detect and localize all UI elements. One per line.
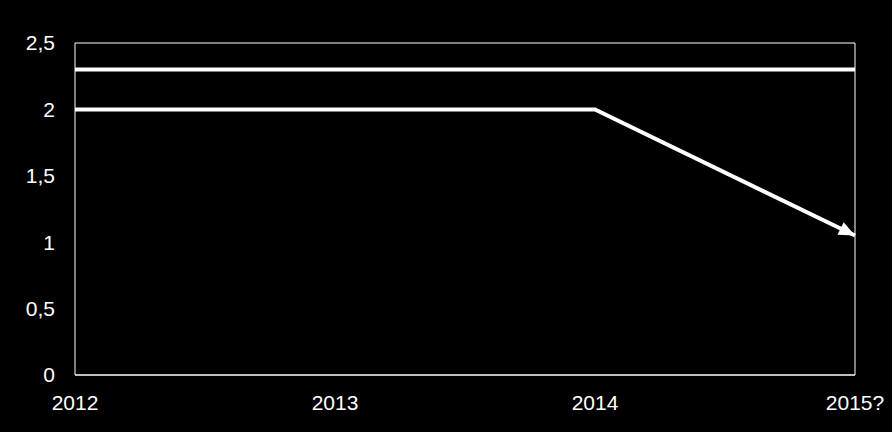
svg-text:2,5: 2,5 <box>26 31 55 54</box>
svg-text:2015?: 2015? <box>826 391 884 414</box>
svg-text:0: 0 <box>43 363 55 386</box>
svg-text:2013: 2013 <box>312 391 359 414</box>
svg-text:2014: 2014 <box>572 391 619 414</box>
svg-text:2: 2 <box>43 98 55 121</box>
svg-text:1: 1 <box>43 231 55 254</box>
svg-text:0,5: 0,5 <box>26 297 55 320</box>
svg-text:1,5: 1,5 <box>26 164 55 187</box>
svg-text:2012: 2012 <box>52 391 99 414</box>
